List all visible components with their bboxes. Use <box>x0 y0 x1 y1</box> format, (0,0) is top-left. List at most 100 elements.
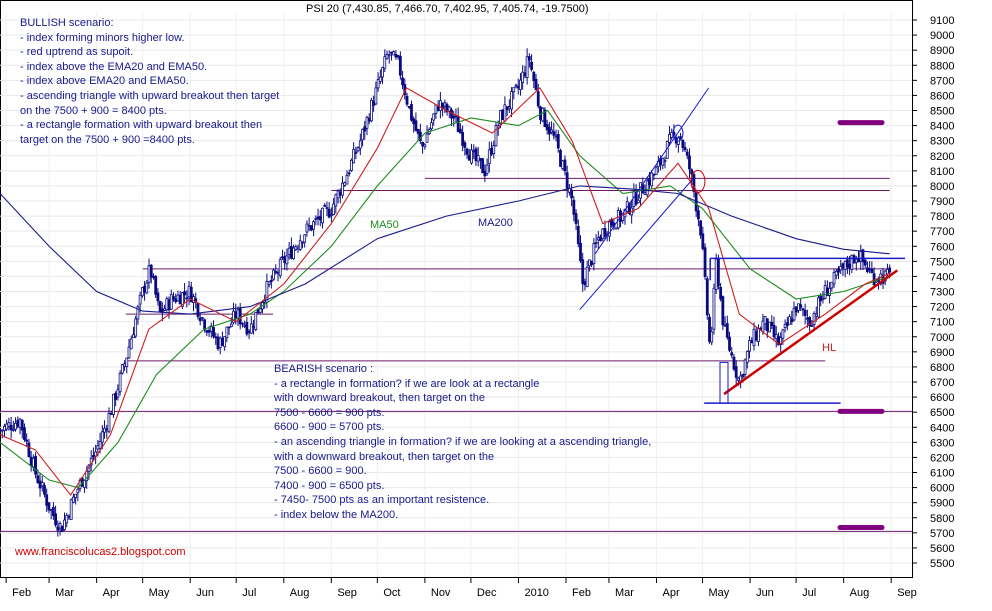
candle-body <box>234 311 238 319</box>
candle-body <box>309 225 313 231</box>
candle-body <box>805 317 809 320</box>
candle-body <box>105 428 109 431</box>
candle-body <box>390 51 393 54</box>
candle-body <box>54 513 58 526</box>
candle-body <box>405 95 409 105</box>
candle-body <box>643 192 647 196</box>
candle-body <box>588 259 591 267</box>
candle-body <box>761 320 765 333</box>
candle-body <box>312 221 316 230</box>
candle-body <box>519 79 522 91</box>
candle-body <box>212 327 215 337</box>
candle-body <box>214 336 218 339</box>
candle-body <box>447 106 451 112</box>
candle-body <box>668 134 671 143</box>
candle-body <box>723 324 727 327</box>
candle-body <box>98 441 102 449</box>
candle-body <box>347 172 351 175</box>
candle-body <box>65 515 69 524</box>
candle-body <box>120 364 124 374</box>
candle-body <box>636 199 640 204</box>
y-tick-label: 7200 <box>930 302 954 314</box>
candle-body <box>854 258 858 263</box>
candle-body <box>710 331 714 343</box>
candle-body <box>345 175 349 185</box>
candle-body <box>396 55 400 58</box>
candle-body <box>810 325 814 327</box>
candle-body <box>848 263 852 269</box>
highlight-circle-blue <box>672 124 684 142</box>
candle-body <box>254 312 258 330</box>
candle-body <box>728 336 731 351</box>
candle-body <box>158 301 162 312</box>
candle-body <box>172 296 175 300</box>
blog-url-footer[interactable]: www.franciscolucas2.blogspot.com <box>15 546 186 558</box>
bearish-scenario-note: BEARISH scenario : - a rectangle in forma… <box>274 362 651 523</box>
candle-body <box>863 259 867 266</box>
plot-frame <box>0 0 913 578</box>
candle-body <box>241 322 244 325</box>
candle-body <box>243 324 247 327</box>
candle-body <box>663 159 667 162</box>
candle-body <box>732 356 736 370</box>
candle-body <box>167 299 171 311</box>
x-tick-label: 2010 <box>524 587 548 599</box>
candle-body <box>483 170 487 177</box>
channel-upper-line <box>594 87 710 255</box>
x-tick-label: Feb <box>12 587 31 599</box>
y-tick-label: 9100 <box>930 15 954 27</box>
candle-body <box>434 104 438 114</box>
pattern-drawings <box>579 87 905 404</box>
candle-body <box>425 133 429 143</box>
candle-body <box>267 281 271 285</box>
candle-body <box>336 190 340 199</box>
candle-body <box>156 292 160 302</box>
candle-body <box>207 329 211 333</box>
candle-body <box>292 247 295 260</box>
y-tick-label: 5900 <box>930 498 954 510</box>
candle-body <box>305 223 309 233</box>
candle-body <box>203 319 207 330</box>
candle-body <box>394 54 398 58</box>
candle-body <box>581 259 585 284</box>
candle-body <box>719 287 723 300</box>
candle-body <box>832 271 836 285</box>
candle-body <box>714 258 718 290</box>
y-tick-label: 6300 <box>930 437 954 449</box>
bearish-note-line: with a downward breakout, then target on… <box>274 450 495 463</box>
candle-body <box>730 352 734 356</box>
candle-body <box>118 373 122 393</box>
candle-body <box>608 221 611 237</box>
bearish-note-line: - 7450- 7500 pts as an important resiste… <box>274 494 490 507</box>
candle-body <box>645 180 649 196</box>
candle-body <box>301 241 304 244</box>
candle-body <box>100 431 104 443</box>
candle-body <box>381 67 384 78</box>
candle-body <box>185 297 189 300</box>
candle-body <box>559 150 562 167</box>
candle-body <box>294 246 298 250</box>
candle-body <box>109 412 113 415</box>
candle-body <box>238 307 242 325</box>
candle-body <box>532 71 536 82</box>
candle-body <box>790 318 794 323</box>
x-tick-label: Apr <box>103 587 120 599</box>
candle-body <box>71 496 75 503</box>
candle-body <box>31 457 35 468</box>
candle-body <box>754 331 758 341</box>
candle-body <box>458 128 462 134</box>
candle-body <box>507 106 511 109</box>
candle-body <box>788 316 791 325</box>
candle-body <box>599 236 602 242</box>
candle-body <box>734 366 738 378</box>
candle-body <box>116 389 120 398</box>
candle-body <box>272 269 275 280</box>
candle-body <box>216 336 220 350</box>
candle-body <box>96 445 100 450</box>
y-tick-label: 7100 <box>930 317 954 329</box>
y-tick-label: 6600 <box>930 392 954 404</box>
red-uptrend-line <box>723 269 899 396</box>
candle-body <box>165 298 169 311</box>
candle-body <box>763 315 767 325</box>
candle-body <box>376 79 380 89</box>
